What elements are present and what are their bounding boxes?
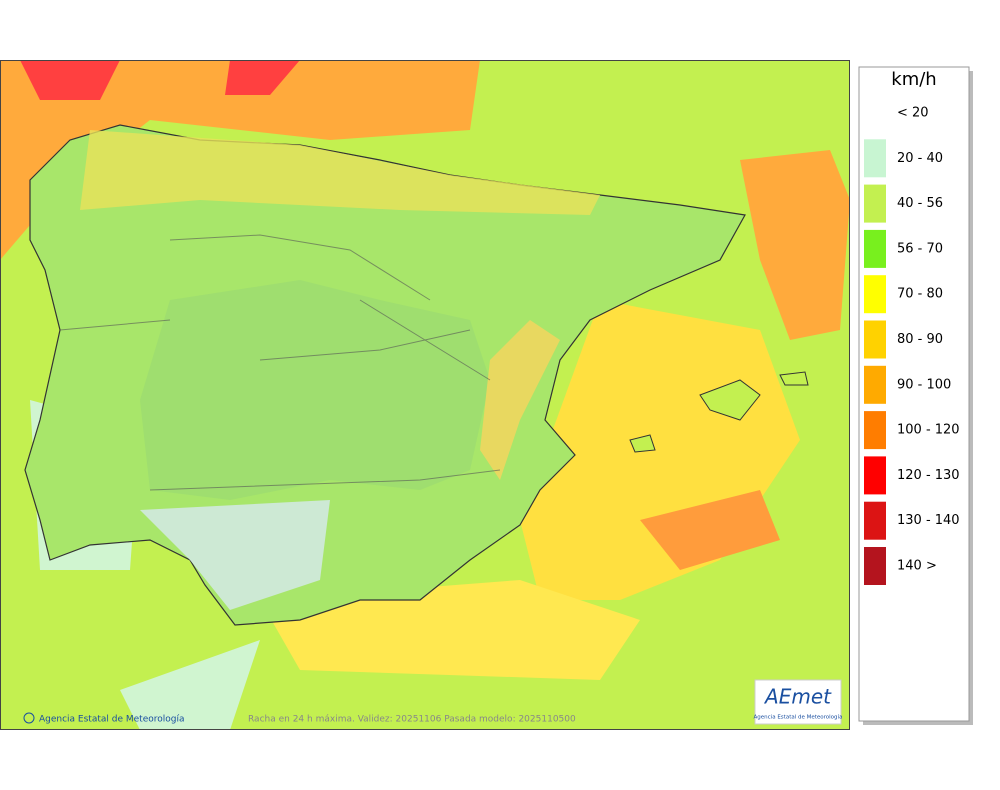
- legend-label: 130 - 140: [897, 513, 960, 528]
- legend-swatch: [864, 411, 886, 450]
- legend-label: 40 - 56: [897, 196, 943, 211]
- legend-swatch: [864, 501, 886, 540]
- logo-subtitle: Agencia Estatal de Meteorología: [754, 714, 843, 721]
- land-region: [80, 130, 600, 215]
- legend-title: km/h: [891, 69, 936, 90]
- islands: [629, 371, 809, 453]
- caption: Racha en 24 h máxima. Validez: 20251106 …: [248, 715, 576, 725]
- land-region: [480, 320, 560, 480]
- legend-swatch: [864, 184, 886, 223]
- legend-swatch: [864, 94, 886, 132]
- legend-label: 56 - 70: [897, 241, 943, 256]
- legend-swatch: [864, 275, 886, 314]
- map: Agencia Estatal de Meteorología Racha en…: [0, 60, 850, 730]
- wind-area: [640, 490, 780, 570]
- wind-area: [740, 150, 850, 340]
- legend-label: 20 - 40: [897, 151, 943, 166]
- wind-area: [0, 60, 480, 260]
- credit: Agencia Estatal de Meteorología: [39, 715, 185, 725]
- land-region: [140, 280, 490, 500]
- legend-swatch: [864, 320, 886, 359]
- wind-area: [20, 60, 300, 100]
- legend-label: 100 - 120: [897, 423, 960, 438]
- legend-label: 80 - 90: [897, 332, 943, 347]
- legend-swatch: [864, 547, 886, 585]
- copyright-icon: [23, 712, 35, 724]
- legend-swatch: [864, 365, 886, 404]
- land-region: [140, 500, 330, 610]
- legend-label: < 20: [897, 106, 929, 121]
- legend: km/h < 20 20 - 40 40 - 56 56 - 70 70 - 80 80 …: [858, 66, 973, 725]
- legend-swatch: [864, 139, 886, 178]
- legend-label: 140 >: [897, 559, 937, 574]
- legend-label: 90 - 100: [897, 377, 951, 392]
- legend-swatch: [864, 229, 886, 268]
- region-borders: [59, 234, 501, 491]
- legend-swatch: [864, 456, 886, 495]
- legend-label: 70 - 80: [897, 287, 943, 302]
- legend-label: 120 - 130: [897, 468, 960, 483]
- logo-box: [754, 679, 842, 725]
- wind-area: [260, 580, 640, 680]
- logo: AEmet: [763, 685, 832, 709]
- map-frame: [0, 60, 850, 730]
